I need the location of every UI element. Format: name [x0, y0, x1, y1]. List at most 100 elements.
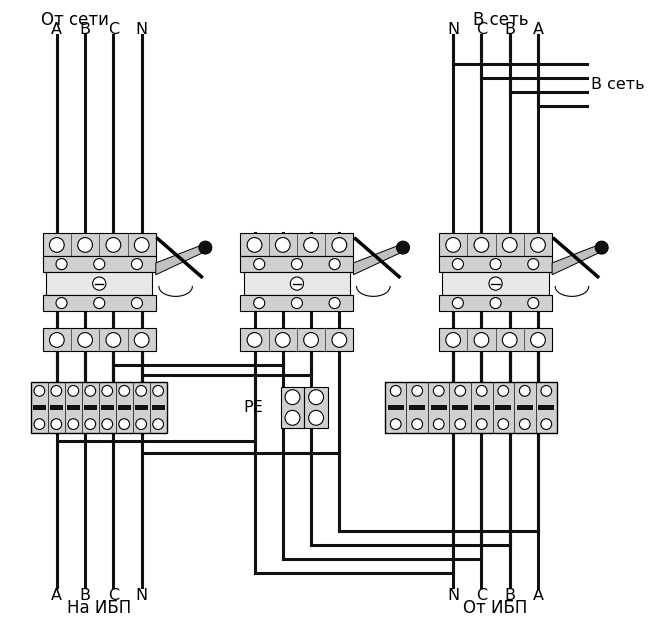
- Bar: [474, 404, 490, 411]
- Circle shape: [94, 298, 104, 308]
- Circle shape: [119, 419, 129, 429]
- Circle shape: [134, 237, 149, 252]
- Circle shape: [285, 411, 300, 426]
- Bar: [409, 404, 425, 411]
- Bar: [442, 272, 549, 295]
- Bar: [50, 404, 63, 411]
- Circle shape: [275, 237, 290, 252]
- Bar: [452, 404, 468, 411]
- Circle shape: [106, 333, 121, 347]
- Circle shape: [332, 333, 347, 347]
- Circle shape: [476, 419, 487, 429]
- Circle shape: [34, 419, 45, 429]
- Bar: [135, 404, 148, 411]
- Bar: [439, 295, 552, 311]
- Text: N: N: [447, 22, 459, 37]
- Circle shape: [434, 419, 444, 429]
- Circle shape: [412, 419, 422, 429]
- Text: N: N: [447, 589, 459, 604]
- Circle shape: [292, 259, 302, 270]
- Circle shape: [85, 386, 96, 396]
- Circle shape: [390, 386, 401, 396]
- Circle shape: [520, 419, 530, 429]
- Circle shape: [453, 259, 463, 270]
- Circle shape: [397, 241, 409, 254]
- Bar: [538, 404, 555, 411]
- Bar: [439, 257, 552, 272]
- Text: PE: PE: [243, 400, 263, 415]
- Circle shape: [304, 333, 319, 347]
- Text: B: B: [79, 22, 91, 37]
- Circle shape: [85, 419, 96, 429]
- Circle shape: [106, 237, 121, 252]
- Circle shape: [474, 237, 489, 252]
- Circle shape: [68, 419, 79, 429]
- Circle shape: [131, 298, 143, 308]
- Circle shape: [498, 386, 509, 396]
- Circle shape: [503, 237, 517, 252]
- Text: N: N: [135, 589, 148, 604]
- Circle shape: [136, 386, 147, 396]
- Bar: [46, 272, 152, 295]
- Bar: [495, 404, 511, 411]
- Circle shape: [247, 237, 262, 252]
- Circle shape: [520, 386, 530, 396]
- Circle shape: [390, 419, 401, 429]
- Circle shape: [528, 259, 539, 270]
- Circle shape: [332, 237, 347, 252]
- Text: C: C: [108, 22, 119, 37]
- Bar: [67, 404, 79, 411]
- Circle shape: [136, 419, 147, 429]
- Circle shape: [78, 333, 93, 347]
- Circle shape: [49, 333, 64, 347]
- Bar: [152, 404, 164, 411]
- Polygon shape: [156, 244, 206, 275]
- Circle shape: [455, 419, 466, 429]
- Circle shape: [68, 386, 79, 396]
- Circle shape: [102, 386, 112, 396]
- Circle shape: [94, 259, 104, 270]
- Text: C: C: [476, 589, 487, 604]
- Text: В сеть: В сеть: [473, 11, 528, 29]
- Circle shape: [498, 419, 509, 429]
- Bar: [33, 404, 46, 411]
- Bar: [43, 295, 156, 311]
- Bar: [516, 404, 533, 411]
- Circle shape: [153, 386, 164, 396]
- Circle shape: [531, 333, 545, 347]
- Circle shape: [490, 298, 501, 308]
- Circle shape: [434, 386, 444, 396]
- Bar: [43, 328, 156, 351]
- Circle shape: [56, 298, 67, 308]
- Text: От сети: От сети: [41, 11, 109, 29]
- Circle shape: [134, 333, 149, 347]
- Circle shape: [309, 411, 323, 426]
- Bar: [43, 257, 156, 272]
- Polygon shape: [552, 244, 602, 275]
- Circle shape: [595, 241, 608, 254]
- Bar: [385, 382, 557, 433]
- Circle shape: [254, 259, 265, 270]
- Text: A: A: [532, 589, 543, 604]
- Circle shape: [131, 259, 143, 270]
- Bar: [101, 404, 114, 411]
- Circle shape: [56, 259, 67, 270]
- Circle shape: [503, 333, 517, 347]
- Circle shape: [304, 237, 319, 252]
- Circle shape: [541, 386, 552, 396]
- Circle shape: [531, 237, 545, 252]
- Circle shape: [541, 419, 552, 429]
- Circle shape: [247, 333, 262, 347]
- Circle shape: [290, 277, 304, 290]
- Text: N: N: [135, 22, 148, 37]
- Circle shape: [446, 237, 461, 252]
- Circle shape: [153, 419, 164, 429]
- Bar: [439, 234, 552, 257]
- Text: A: A: [532, 22, 543, 37]
- Text: На ИБП: На ИБП: [67, 599, 131, 617]
- Circle shape: [528, 298, 539, 308]
- Circle shape: [51, 386, 62, 396]
- Bar: [43, 234, 156, 257]
- Circle shape: [455, 386, 466, 396]
- Circle shape: [285, 390, 300, 404]
